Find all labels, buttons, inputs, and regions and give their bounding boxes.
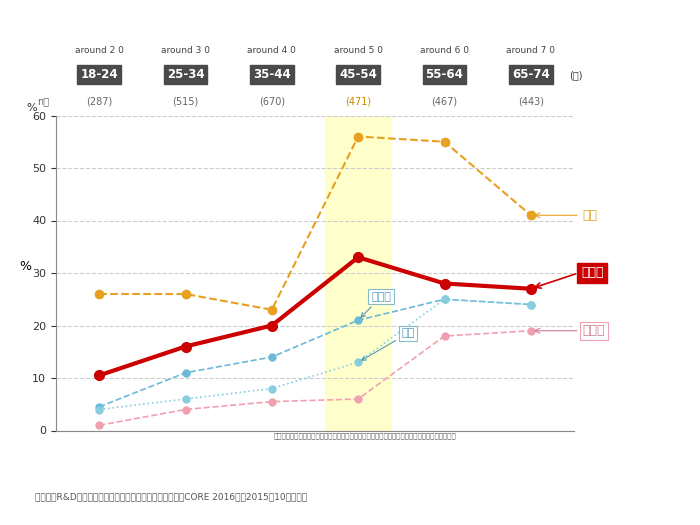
Text: %: % xyxy=(26,103,37,113)
Text: 歩く力: 歩く力 xyxy=(361,291,391,318)
Bar xyxy=(326,116,391,430)
Text: (471): (471) xyxy=(345,96,371,106)
Text: (287): (287) xyxy=(86,96,112,106)
Text: around 2 0: around 2 0 xyxy=(75,46,124,55)
Text: (467): (467) xyxy=(431,96,458,106)
Text: (才): (才) xyxy=(569,70,583,80)
Text: around 6 0: around 6 0 xyxy=(420,46,469,55)
Text: 65-74: 65-74 xyxy=(512,68,550,81)
Text: around 7 0: around 7 0 xyxy=(506,46,555,55)
Y-axis label: %: % xyxy=(19,260,32,273)
Text: ＊「生活上でときどき不便を感じる」＋「よく不便を感じる」＋「日常生活が困難」の合計比率: ＊「生活上でときどき不便を感じる」＋「よく不便を感じる」＋「日常生活が困難」の合… xyxy=(274,432,456,439)
Text: 記憶力: 記憶力 xyxy=(581,267,603,279)
Text: （出所）R&D　生活者総合ライフスタイル調査システム』CORE 2016『（2015年10月実施）: （出所）R&D 生活者総合ライフスタイル調査システム』CORE 2016『（20… xyxy=(35,492,307,501)
Text: 握力: 握力 xyxy=(362,328,414,360)
Text: 35-44: 35-44 xyxy=(253,68,290,81)
Text: 18-24: 18-24 xyxy=(80,68,118,81)
Text: 25-34: 25-34 xyxy=(167,68,204,81)
Text: around 5 0: around 5 0 xyxy=(334,46,383,55)
Text: 55-64: 55-64 xyxy=(426,68,463,81)
Text: (515): (515) xyxy=(172,96,199,106)
Text: around 3 0: around 3 0 xyxy=(161,46,210,55)
Text: 45-54: 45-54 xyxy=(340,68,377,81)
Text: (443): (443) xyxy=(518,96,544,106)
Text: 噛む力: 噛む力 xyxy=(535,324,605,337)
Text: 視力: 視力 xyxy=(535,209,598,222)
Text: n＝: n＝ xyxy=(37,96,49,106)
Text: (670): (670) xyxy=(259,96,285,106)
Text: around 4 0: around 4 0 xyxy=(247,46,296,55)
